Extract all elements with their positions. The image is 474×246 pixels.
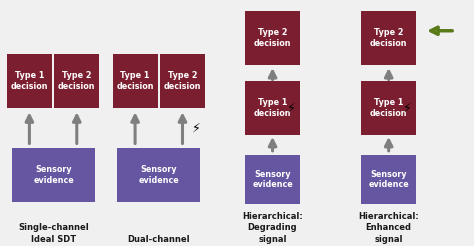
Text: Type 1
decision: Type 1 decision: [10, 71, 48, 91]
Bar: [246, 81, 300, 135]
Text: Type 2
decision: Type 2 decision: [58, 71, 96, 91]
Bar: [361, 155, 416, 204]
Bar: [7, 54, 52, 108]
Text: Type 1
decision: Type 1 decision: [370, 98, 408, 118]
Text: Type 2
decision: Type 2 decision: [254, 28, 292, 48]
Bar: [160, 54, 205, 108]
Text: Dual-channel: Dual-channel: [128, 234, 190, 244]
Text: Sensory
evidence: Sensory evidence: [252, 170, 293, 189]
Text: Type 1
decision: Type 1 decision: [254, 98, 292, 118]
Bar: [246, 155, 300, 204]
Text: Type 2
decision: Type 2 decision: [164, 71, 201, 91]
Text: Sensory
evidence: Sensory evidence: [33, 165, 74, 184]
Bar: [246, 11, 300, 65]
Bar: [112, 54, 157, 108]
Text: Hierarchical:
Degrading
signal: Hierarchical: Degrading signal: [242, 212, 303, 244]
Bar: [361, 81, 416, 135]
Bar: [54, 54, 100, 108]
Text: ⚡: ⚡: [192, 122, 201, 134]
Text: Type 1
decision: Type 1 decision: [116, 71, 154, 91]
Bar: [118, 148, 200, 202]
Text: Type 2
decision: Type 2 decision: [370, 28, 408, 48]
Text: Single-channel
Ideal SDT: Single-channel Ideal SDT: [18, 223, 89, 244]
Bar: [12, 148, 95, 202]
Text: ⚡: ⚡: [403, 102, 412, 115]
Bar: [361, 11, 416, 65]
Text: ⚡: ⚡: [287, 102, 296, 115]
Text: Sensory
evidence: Sensory evidence: [138, 165, 179, 184]
Text: Hierarchical:
Enhanced
signal: Hierarchical: Enhanced signal: [358, 212, 419, 244]
Text: Sensory
evidence: Sensory evidence: [368, 170, 409, 189]
